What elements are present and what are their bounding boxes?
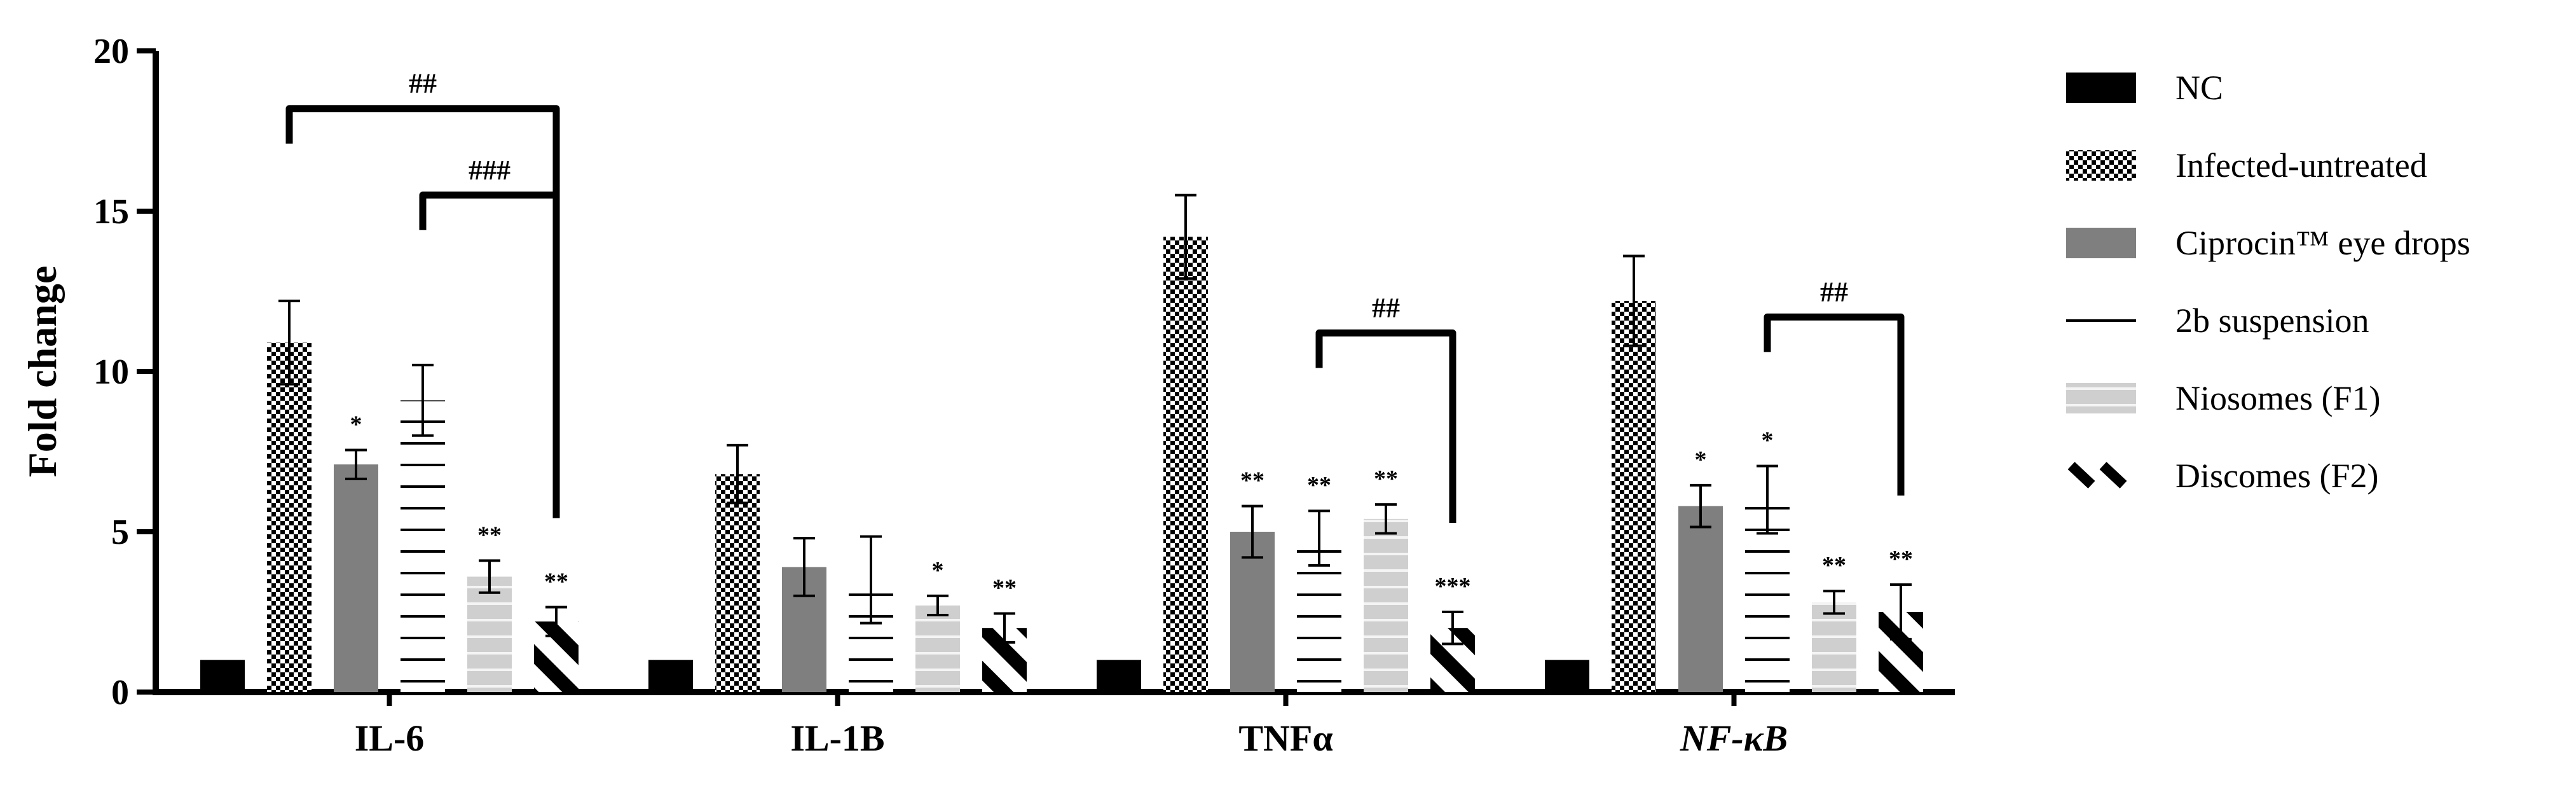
significance-stars: * (1762, 427, 1774, 454)
significance-stars: * (932, 557, 944, 584)
legend-swatch (2066, 383, 2136, 413)
y-tick-label: 5 (111, 513, 129, 552)
y-axis-label: Fold change (20, 266, 65, 477)
comparison-label: ## (409, 68, 437, 99)
bar (1678, 506, 1723, 692)
bars: **************** ** ***** (200, 193, 1923, 692)
comparison-label: ## (1820, 276, 1848, 307)
y-tick-label: 20 (93, 32, 129, 71)
legend-swatch (2066, 228, 2136, 258)
legend-label: Niosomes (F1) (2175, 379, 2381, 417)
y-tick-label: 15 (93, 192, 129, 232)
bar (1545, 660, 1589, 692)
x-tick-label: NF-κB (1680, 717, 1788, 759)
significance-stars: ** (1374, 466, 1398, 492)
legend-swatch (2066, 150, 2136, 181)
x-tick-label: IL-6 (355, 717, 425, 759)
bar (467, 576, 512, 692)
significance-stars: ** (477, 522, 502, 548)
significance-stars: ** (544, 568, 568, 595)
bar (1812, 602, 1856, 692)
comparison-bracket (419, 191, 560, 518)
comparison-bracket (1764, 313, 1905, 496)
legend-swatch (2066, 73, 2136, 103)
y-tick-label: 10 (93, 352, 129, 392)
comparison-label: ### (469, 155, 510, 186)
bar (200, 660, 245, 692)
legend-label: Discomes (F2) (2175, 457, 2378, 495)
bar (401, 400, 445, 692)
significance-stars: *** (1435, 573, 1471, 600)
bar (1612, 301, 1656, 692)
legend: NC Infected-untreated Ciprocin™ eye drops 2… (2066, 69, 2470, 495)
axes: 0 5 10 15 20 Fold change IL-6 IL-1B TNFα NF-κB (20, 32, 1955, 759)
significance-brackets: ######### (285, 68, 1905, 523)
significance-stars: ** (1307, 472, 1331, 499)
bar (1163, 237, 1208, 692)
significance-stars: ** (992, 575, 1017, 602)
legend-swatch-stroke (2099, 462, 2127, 489)
bar (1097, 660, 1141, 692)
legend-swatch (2067, 462, 2127, 489)
bar (334, 464, 378, 692)
y-tick-label: 0 (111, 673, 129, 712)
significance-stars: * (350, 411, 362, 438)
bar (1364, 518, 1408, 692)
significance-stars: ** (1889, 546, 1913, 572)
significance-stars: * (1695, 447, 1707, 473)
comparison-bracket (1315, 329, 1456, 523)
significance-stars: ** (1822, 552, 1846, 579)
significance-stars: ** (1240, 468, 1264, 494)
bar (648, 660, 693, 692)
x-tick-label: TNFα (1238, 717, 1333, 759)
legend-label: NC (2175, 69, 2223, 107)
bar (715, 474, 760, 692)
x-tick-label: IL-1B (790, 717, 884, 759)
legend-label: Ciprocin™ eye drops (2175, 224, 2470, 262)
comparison-label: ## (1372, 293, 1400, 324)
bar (915, 605, 960, 692)
bar (267, 342, 312, 692)
legend-label: 2b suspension (2175, 301, 2369, 340)
legend-swatch-stroke (2067, 462, 2095, 489)
legend-label: Infected-untreated (2175, 146, 2427, 184)
